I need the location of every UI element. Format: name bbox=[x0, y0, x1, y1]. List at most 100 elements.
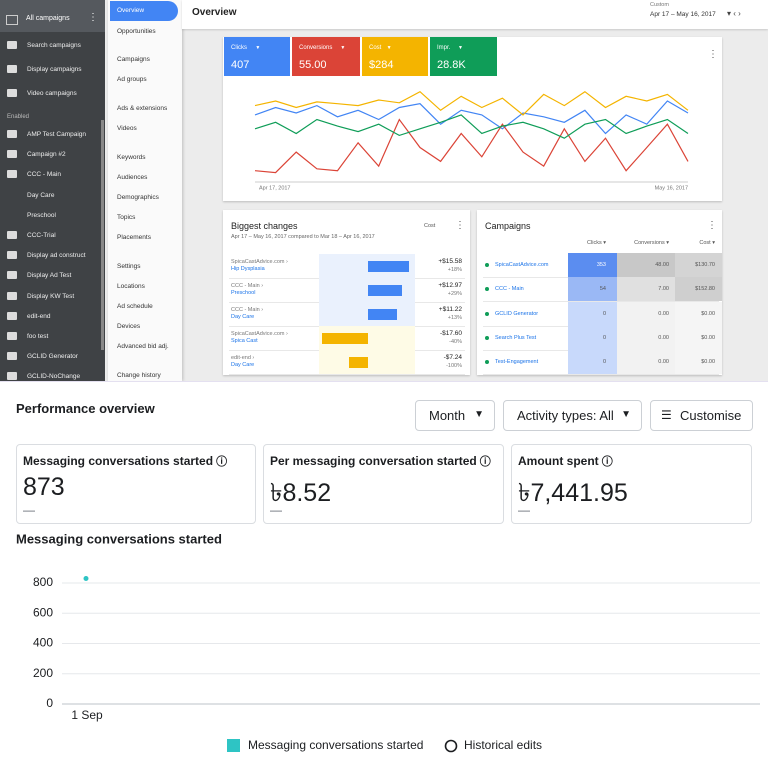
status-dot bbox=[485, 287, 489, 292]
performance-panel: Performance overview Month ▼ Activity types… bbox=[0, 381, 768, 761]
sidebar-item[interactable]: Preschool bbox=[27, 211, 56, 219]
info-icon[interactable]: ⓘ bbox=[213, 456, 228, 468]
metric-card: Amount spent ⓘ ৳7,441.95— bbox=[511, 444, 752, 524]
nav-item[interactable]: Keywords bbox=[117, 154, 146, 161]
metric-caret: ▼ bbox=[340, 45, 346, 51]
column-header[interactable]: Cost ▾ bbox=[699, 240, 715, 246]
sidebar-item[interactable]: Day Care bbox=[27, 191, 55, 199]
change-bar bbox=[368, 261, 409, 272]
nav-item[interactable]: Topics bbox=[117, 214, 136, 221]
change-bar bbox=[368, 285, 402, 296]
metric-value: 28.8K bbox=[437, 59, 466, 71]
row-name[interactable]: Preschool bbox=[231, 290, 256, 296]
sidebar-item[interactable]: GCLID Generator bbox=[27, 353, 78, 361]
campaign-name[interactable]: Test-Engagement bbox=[495, 359, 539, 366]
sidebar-item[interactable]: CCC - Main bbox=[27, 171, 61, 179]
sidebar-item[interactable]: Display KW Test bbox=[27, 292, 75, 300]
campaign-name[interactable]: SpicaCastAdvice.com bbox=[495, 262, 549, 268]
sidebar-item[interactable]: AMP Test Campaign bbox=[27, 131, 87, 138]
scrollbar bbox=[101, 120, 104, 350]
info-icon[interactable]: ⓘ bbox=[476, 456, 491, 468]
nav-item[interactable]: Change history bbox=[117, 372, 161, 379]
date-controls: ▾ ‹ › bbox=[727, 9, 741, 18]
sidebar-item[interactable]: Search campaigns bbox=[27, 42, 81, 49]
dropdown-button[interactable]: Customise ☰ bbox=[650, 400, 753, 431]
cell-bg bbox=[568, 253, 617, 277]
status-dot bbox=[485, 360, 489, 365]
nav-item[interactable]: Campaigns bbox=[117, 56, 150, 63]
row-sep bbox=[229, 374, 465, 375]
nav-item-active[interactable]: Overview bbox=[117, 7, 145, 14]
nav-item[interactable]: Devices bbox=[117, 323, 141, 330]
metric-tile[interactable]: Conversions ▼ 55.00 bbox=[292, 37, 360, 76]
page-title: Overview bbox=[192, 7, 237, 18]
cell-bg bbox=[568, 301, 617, 326]
metric-tile[interactable]: Impr. ▼ 28.8K bbox=[430, 37, 497, 76]
dropdown-button[interactable]: Activity types: All ▼ bbox=[503, 400, 642, 431]
row-name[interactable]: Spica Cast bbox=[231, 338, 258, 344]
metric-value: $284 bbox=[369, 59, 394, 71]
cell-bg bbox=[568, 277, 617, 302]
sidebar-item[interactable]: Video campaigns bbox=[27, 90, 77, 97]
nav-item[interactable]: Demographics bbox=[117, 194, 159, 201]
metric-tile[interactable]: Cost ▼ $284 bbox=[362, 37, 428, 76]
cell: $130.70 bbox=[695, 262, 715, 268]
change-value: +$11.22 bbox=[438, 306, 462, 313]
campaign-name[interactable]: GCLID Generator bbox=[495, 310, 539, 317]
nav-item[interactable]: Ads & extensions bbox=[117, 105, 168, 112]
metric-tile[interactable]: Clicks ▼ 407 bbox=[224, 37, 290, 76]
nav-item[interactable]: Settings bbox=[117, 263, 141, 270]
sidebar-item[interactable]: Display Ad Test bbox=[27, 272, 72, 280]
nav-item[interactable]: Opportunities bbox=[117, 28, 156, 35]
metric-label: Conversions bbox=[299, 45, 333, 51]
column-header[interactable]: Clicks ▾ bbox=[587, 240, 606, 246]
y-tick-label: 400 bbox=[33, 636, 53, 650]
row-name[interactable]: Day Care bbox=[231, 362, 255, 368]
row-name[interactable]: Day Care bbox=[231, 314, 255, 320]
change-value: -$17.60 bbox=[439, 330, 462, 337]
cell-bg bbox=[675, 301, 722, 326]
dropdown-button[interactable]: Month ▼ bbox=[415, 400, 495, 431]
date-range[interactable]: Apr 17 – May 16, 2017 bbox=[650, 11, 716, 18]
cell: 54 bbox=[599, 286, 606, 293]
sidebar-header[interactable]: All campaigns bbox=[26, 15, 70, 22]
nav-item[interactable]: Videos bbox=[117, 125, 137, 132]
legend-swatch bbox=[227, 739, 240, 752]
sidebar-item[interactable]: CCC-Trial bbox=[27, 232, 56, 239]
cell-bg bbox=[617, 301, 675, 326]
selector[interactable]: Cost bbox=[424, 223, 436, 229]
nav-item[interactable]: Audiences bbox=[117, 174, 148, 181]
metric-caret: ▼ bbox=[458, 45, 463, 51]
change-bar bbox=[349, 357, 368, 368]
sidebar-item[interactable]: Display ad construct bbox=[27, 252, 86, 260]
change-value: -$7.24 bbox=[443, 354, 462, 361]
cell: $0.00 bbox=[701, 334, 715, 341]
trend-line bbox=[254, 114, 689, 139]
nav-item[interactable]: Ad schedule bbox=[117, 303, 153, 310]
info-icon[interactable]: ⓘ bbox=[598, 456, 613, 468]
column-header[interactable]: Conversions ▾ bbox=[634, 240, 669, 246]
row-parent: edit-end › bbox=[231, 355, 255, 361]
cell: 0.00 bbox=[658, 359, 669, 366]
icon: ☰ bbox=[661, 408, 672, 422]
y-tick-label: 600 bbox=[33, 605, 53, 619]
sidebar-item[interactable]: edit-end bbox=[27, 312, 51, 320]
campaign-name[interactable]: Search Plus Test bbox=[495, 334, 537, 341]
nav-item[interactable]: Ad groups bbox=[117, 76, 147, 83]
nav-item[interactable]: Advanced bid adj. bbox=[117, 343, 169, 350]
sidebar-item[interactable]: foo test bbox=[27, 333, 49, 340]
card-value: ৳8.52 bbox=[270, 479, 332, 507]
nav-item[interactable]: Placements bbox=[117, 234, 151, 241]
row-name[interactable]: Hip Dysplasia bbox=[231, 266, 265, 272]
metric-card: Messaging conversations started ⓘ 873 — bbox=[16, 444, 256, 524]
change-pct: +29% bbox=[447, 291, 462, 297]
x-axis-label: May 16, 2017 bbox=[655, 185, 688, 191]
sidebar-item[interactable]: Campaign #2 bbox=[27, 151, 66, 159]
nav-item[interactable]: Locations bbox=[117, 283, 145, 290]
campaign-name[interactable]: CCC - Main bbox=[495, 286, 524, 293]
sidebar-item[interactable]: GCLID-NoChange bbox=[27, 373, 81, 381]
sidebar-item[interactable]: Display campaigns bbox=[27, 66, 82, 73]
cell: 353 bbox=[596, 262, 606, 268]
icon bbox=[7, 372, 17, 381]
